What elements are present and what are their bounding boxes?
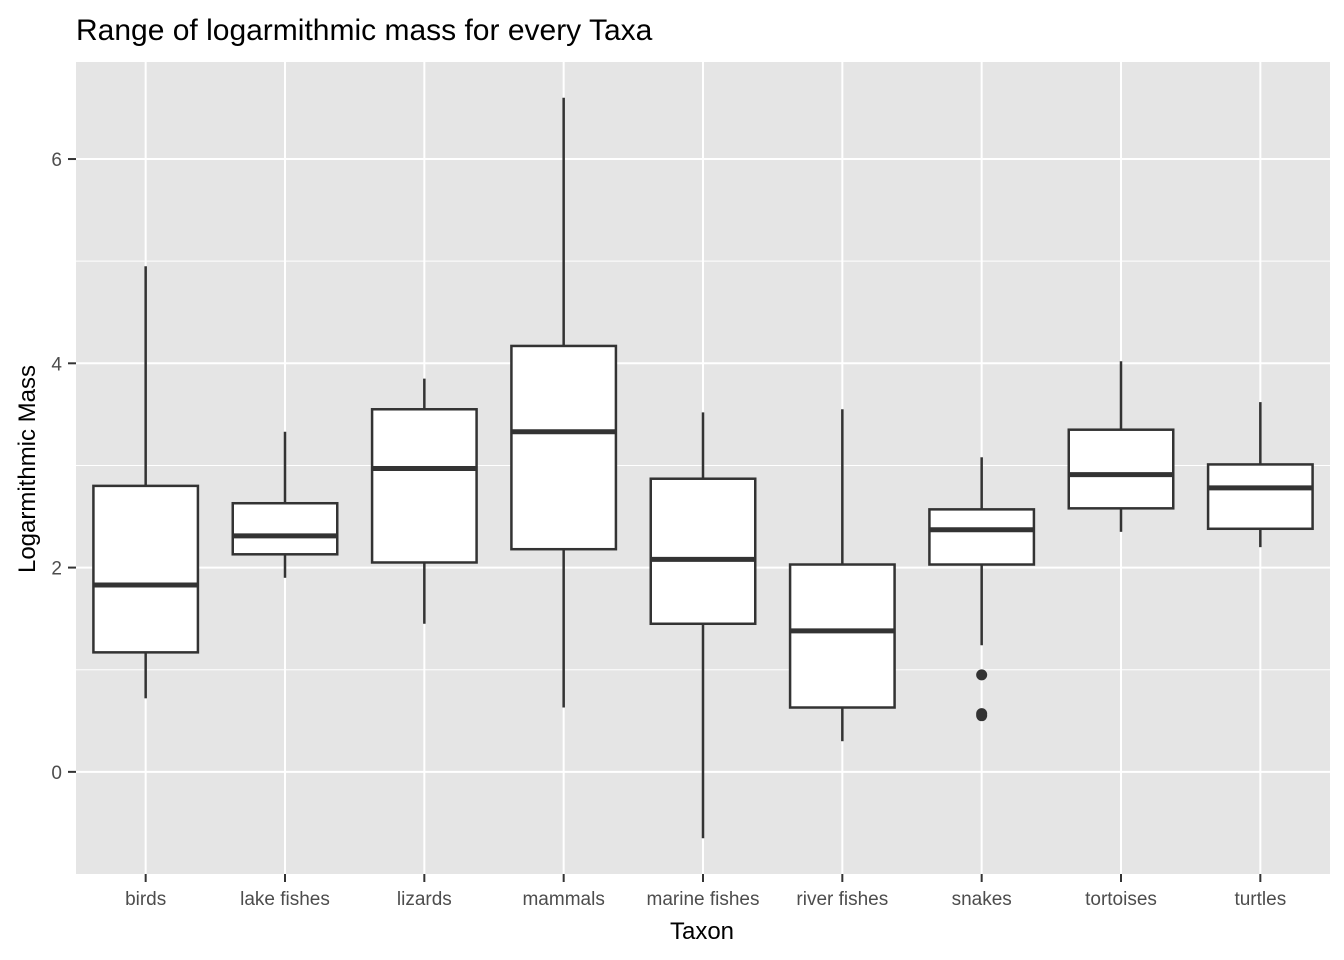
box-body — [92, 484, 200, 654]
x-tick-label: snakes — [952, 889, 1012, 910]
box-body — [788, 563, 896, 709]
y-tick-label: 2 — [51, 559, 62, 580]
box-snakes — [928, 457, 1036, 722]
x-tick-label: lizards — [397, 889, 452, 910]
box-mammals — [510, 97, 618, 708]
x-tick-label: river fishes — [796, 889, 888, 910]
x-axis-title: Taxon — [670, 918, 734, 945]
box-body — [928, 508, 1036, 566]
y-tick-label: 4 — [51, 354, 62, 375]
box-body — [370, 408, 478, 564]
x-tick-label: marine fishes — [647, 889, 760, 910]
box-river-fishes — [788, 409, 896, 742]
chart-title: Range of logarmithmic mass for every Tax… — [76, 14, 653, 47]
box-tortoises — [1067, 361, 1175, 532]
box-body — [649, 477, 757, 626]
box-body — [510, 344, 618, 551]
box-body — [231, 501, 339, 556]
x-tick-label: tortoises — [1085, 889, 1157, 910]
y-tick-label: 6 — [51, 150, 62, 171]
box-lake-fishes — [231, 431, 339, 578]
outlier-point — [976, 710, 988, 722]
box-layer — [92, 97, 1314, 839]
y-tick-label: 0 — [51, 763, 62, 784]
x-tick-label: birds — [125, 889, 166, 910]
box-lizards — [370, 378, 478, 624]
x-tick-label: mammals — [522, 889, 604, 910]
x-axis: birds lake fishes lizards mammals marine fis… — [125, 874, 1286, 910]
box-turtles — [1206, 402, 1314, 548]
x-tick-label: turtles — [1234, 889, 1286, 910]
y-axis: 0 2 4 6 — [51, 150, 76, 784]
box-marine-fishes — [649, 412, 757, 839]
y-axis-title: Logarmithmic Mass — [14, 365, 41, 573]
outlier-point — [976, 669, 988, 681]
box-birds — [92, 266, 200, 699]
box-body — [1067, 428, 1175, 510]
x-tick-label: lake fishes — [240, 889, 330, 910]
box-body — [1206, 463, 1314, 531]
